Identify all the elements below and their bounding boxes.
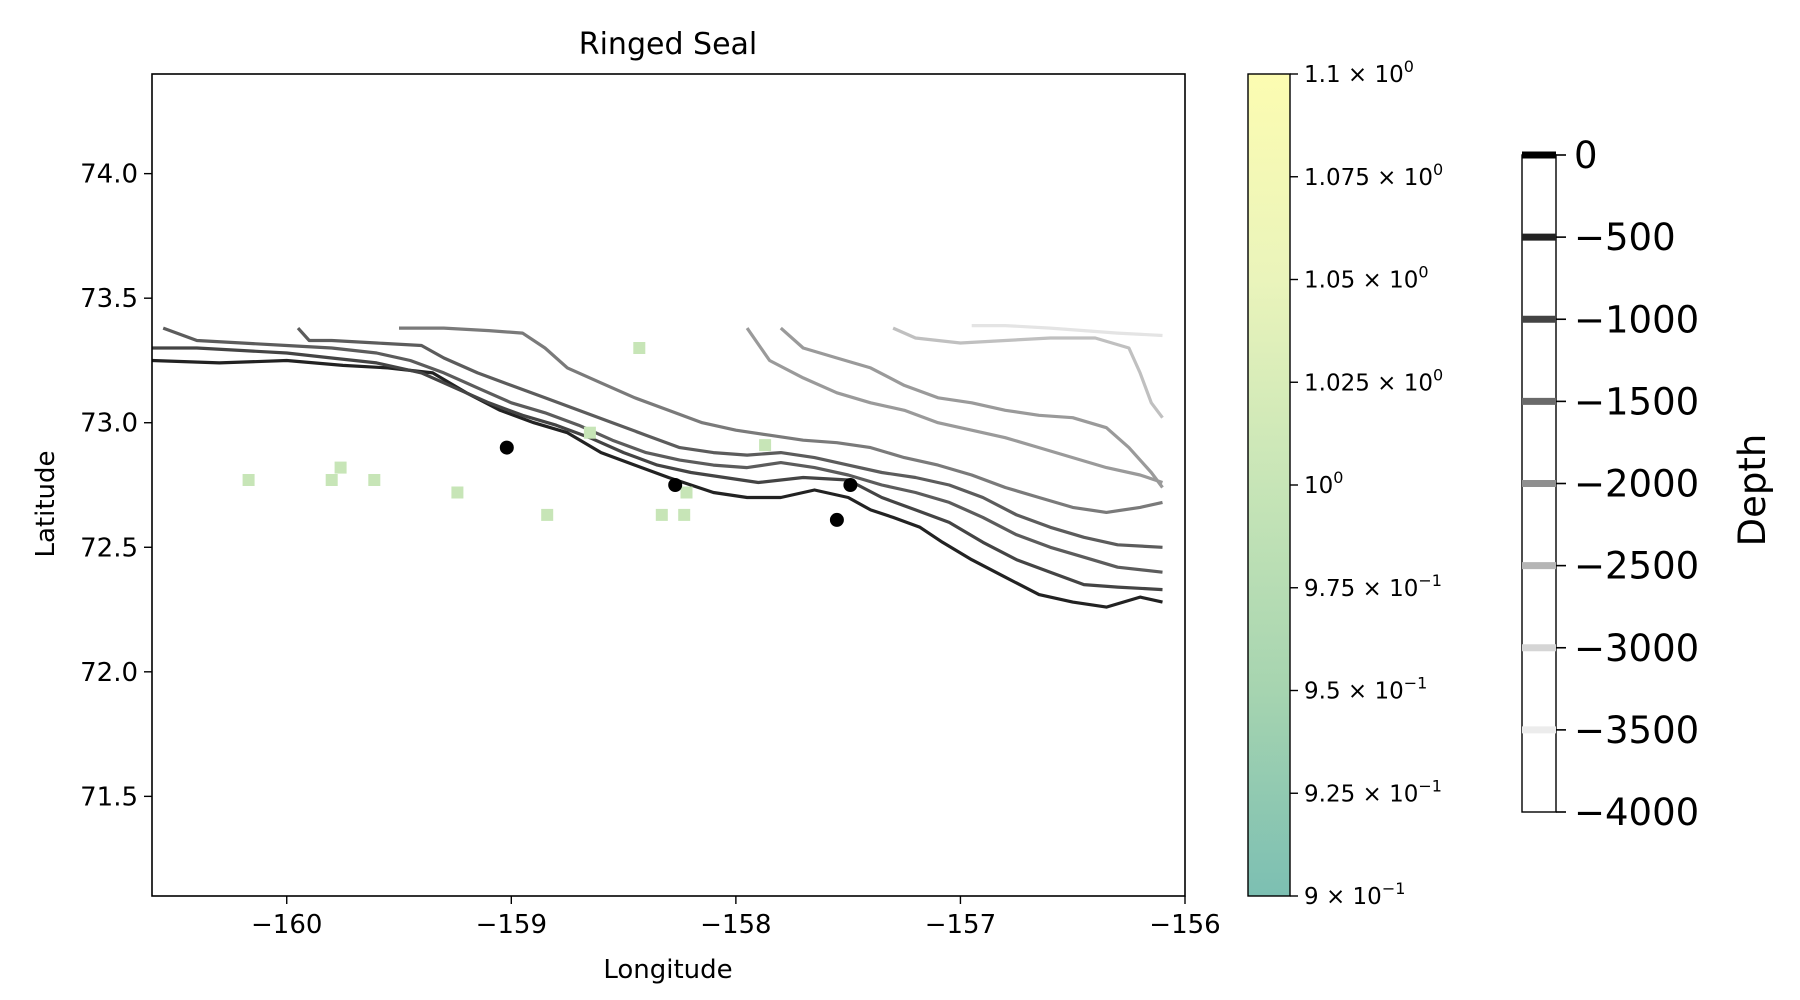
- colorbar-tick-label: 9.25 × 10−1: [1304, 776, 1442, 807]
- y-tick-label: 73.5: [80, 284, 138, 314]
- colorbar-tick-label: 9 × 10−1: [1304, 879, 1405, 910]
- depth-contours: [152, 324, 1164, 609]
- x-tick-label: −156: [1149, 910, 1220, 940]
- colorbar-ticks: 9 × 10−1 9.25 × 10−1 9.5 × 10−1 9.75 × 10−1…: [1290, 57, 1443, 910]
- y-tick-label: 72.0: [80, 658, 138, 688]
- x-axis-label: Longitude: [603, 955, 732, 985]
- density-cell: [368, 474, 381, 486]
- y-tick-label: 74.0: [80, 160, 138, 190]
- depth-tick-label: −1000: [1574, 298, 1699, 341]
- depth-tick-label: −1500: [1574, 380, 1699, 423]
- colorbar-tick-label: 9.75 × 10−1: [1304, 571, 1442, 602]
- density-cell: [325, 474, 338, 486]
- colorbar-tick-label: 100: [1304, 468, 1343, 499]
- contour-line: [779, 326, 1164, 489]
- density-cell: [759, 439, 772, 452]
- contour-line: [152, 346, 1163, 592]
- depth-label: Depth: [1731, 434, 1774, 547]
- depth-tick-label: −4000: [1574, 791, 1699, 834]
- sighting-point: [499, 440, 514, 455]
- contour-line: [296, 327, 1163, 549]
- depth-tick-label: −2000: [1574, 463, 1699, 506]
- density-cell: [680, 486, 693, 499]
- density-cells: [242, 342, 772, 521]
- density-cell: [633, 342, 646, 354]
- x-tick-label: −159: [476, 910, 547, 940]
- y-tick-label: 73.0: [80, 409, 138, 439]
- density-cell: [678, 508, 691, 521]
- contour-line: [399, 326, 1163, 514]
- colorbar-tick-label: 9.5 × 10−1: [1304, 674, 1427, 705]
- colorbar-tick-label: 1.05 × 100: [1304, 263, 1429, 294]
- colorbar-tick-label: 1.075 × 100: [1304, 160, 1443, 191]
- y-tick-label: 72.5: [80, 533, 138, 563]
- density-cell: [334, 461, 347, 474]
- contour-line: [971, 324, 1163, 338]
- x-axis: −160 −159 −158 −157 −156: [251, 896, 1221, 940]
- y-tick-label: 71.5: [80, 782, 138, 812]
- plot-frame: [151, 73, 1186, 897]
- plot-area: [152, 324, 1164, 609]
- chart-title: Ringed Seal: [579, 27, 758, 62]
- depth-tick-label: 0: [1574, 134, 1598, 177]
- sighting-point: [829, 512, 844, 527]
- density-cell: [583, 426, 596, 439]
- contour-line: [152, 358, 1163, 609]
- x-tick-label: −160: [251, 910, 322, 940]
- colorbar-tick-label: 1.025 × 100: [1304, 365, 1443, 396]
- sighting-point: [668, 478, 683, 492]
- colorbar: [1247, 73, 1291, 897]
- sighting-point: [843, 478, 858, 492]
- density-cell: [451, 486, 464, 499]
- depth-tick-label: −3000: [1574, 627, 1699, 670]
- contour-line: [745, 327, 1164, 485]
- density-cell: [655, 508, 668, 521]
- x-tick-label: −157: [925, 910, 996, 940]
- y-axis-label: Latitude: [31, 450, 61, 557]
- y-axis: 71.5 72.0 72.5 73.0 73.5 74.0: [80, 160, 152, 812]
- colorbar-tick-label: 1.1 × 100: [1304, 57, 1414, 88]
- sighting-points: [499, 440, 858, 527]
- depth-tick-label: −3500: [1574, 709, 1699, 752]
- depth-tick-label: −500: [1574, 216, 1676, 259]
- depth-legend-levels: 0 −500 −1000 −1500 −2000 −2500 −3000 −3500 −4000: [1522, 134, 1699, 834]
- x-tick-label: −158: [700, 910, 771, 940]
- depth-tick-label: −2500: [1574, 545, 1699, 588]
- density-cell: [541, 508, 554, 521]
- contour-line: [162, 326, 1163, 574]
- density-cell: [242, 474, 255, 486]
- contour-line: [892, 326, 1164, 419]
